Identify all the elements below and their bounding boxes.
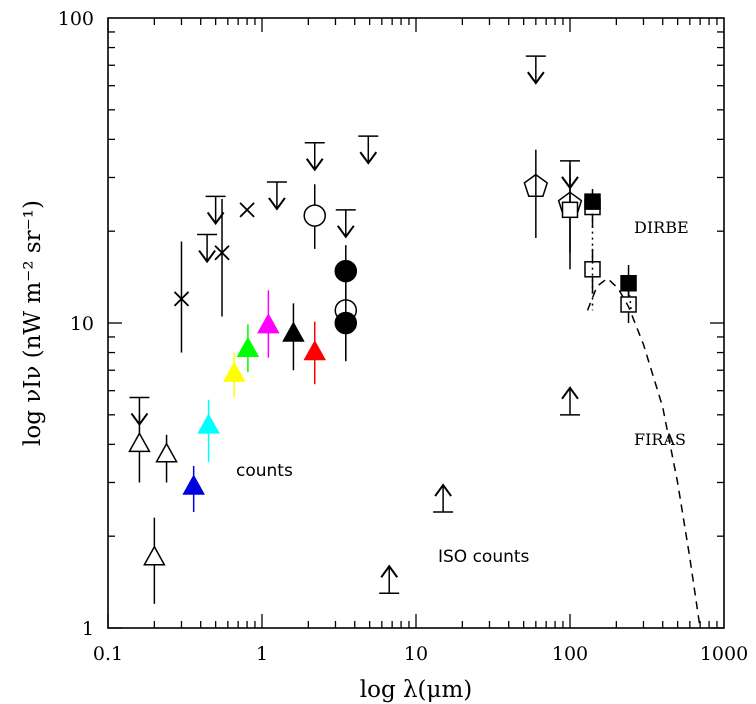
- annotation-dirbe: DIRBE: [634, 218, 689, 237]
- upper-limit-head: [305, 158, 324, 172]
- y-tick-label: 10: [70, 313, 94, 335]
- filled-triangle-marker: [182, 474, 205, 495]
- filled-triangle-marker: [222, 361, 246, 382]
- filled-triangle-marker: [236, 336, 260, 358]
- filled-triangle-marker: [303, 340, 327, 361]
- open-square-marker: [561, 201, 579, 219]
- filled-circle-marker: [334, 259, 358, 283]
- filled-triangle-marker: [282, 321, 305, 342]
- plot-frame: [107, 17, 725, 629]
- y-axis-title: log νIν (nW m⁻² sr⁻¹): [20, 200, 46, 446]
- open-square-marker: [620, 296, 637, 313]
- filled-triangle-marker: [257, 313, 280, 334]
- filled-circle-marker: [334, 311, 358, 335]
- data-marks: [128, 55, 701, 629]
- upper-limit-head: [336, 225, 355, 239]
- annotation-counts: counts: [236, 461, 293, 481]
- lower-limit-head: [434, 483, 452, 497]
- x-axis-title: log λ(μm): [360, 677, 473, 703]
- x-tick-label: 1: [256, 643, 268, 665]
- x-tick-label: 0.1: [93, 643, 123, 665]
- firas-dashed-curve: [586, 277, 701, 629]
- open-circle-marker: [303, 204, 326, 227]
- open-triangle-marker: [155, 442, 178, 463]
- cross-marker: [239, 202, 255, 218]
- upper-limit-head: [268, 197, 286, 211]
- axis-ticks: [107, 18, 724, 629]
- x-tick-label: 10: [404, 643, 428, 665]
- dotted-connector: [627, 283, 633, 313]
- annotation-iso-counts: ISO counts: [438, 547, 530, 567]
- tick-labels: 0.1 1 10 100 1000 1 10 100: [58, 8, 748, 665]
- upper-limit-head: [206, 211, 225, 226]
- y-tick-label: 1: [82, 618, 94, 640]
- x-tick-label: 100: [552, 643, 588, 665]
- open-triangle-marker: [128, 431, 151, 453]
- y-tick-label: 100: [58, 8, 94, 30]
- filled-triangle-marker: [197, 413, 220, 434]
- upper-limit-head: [198, 249, 216, 264]
- cross-marker: [214, 245, 230, 261]
- annotation-firas: FIRAS: [634, 430, 686, 449]
- open-triangle-marker: [143, 545, 166, 566]
- cross-marker: [173, 291, 190, 307]
- lower-limit-head: [380, 564, 399, 578]
- x-tick-label: 1000: [700, 643, 748, 665]
- upper-limit-head: [527, 71, 545, 85]
- lower-limit-head: [561, 386, 579, 400]
- open-pentagon-marker: [523, 173, 549, 198]
- upper-limit-head: [359, 151, 378, 165]
